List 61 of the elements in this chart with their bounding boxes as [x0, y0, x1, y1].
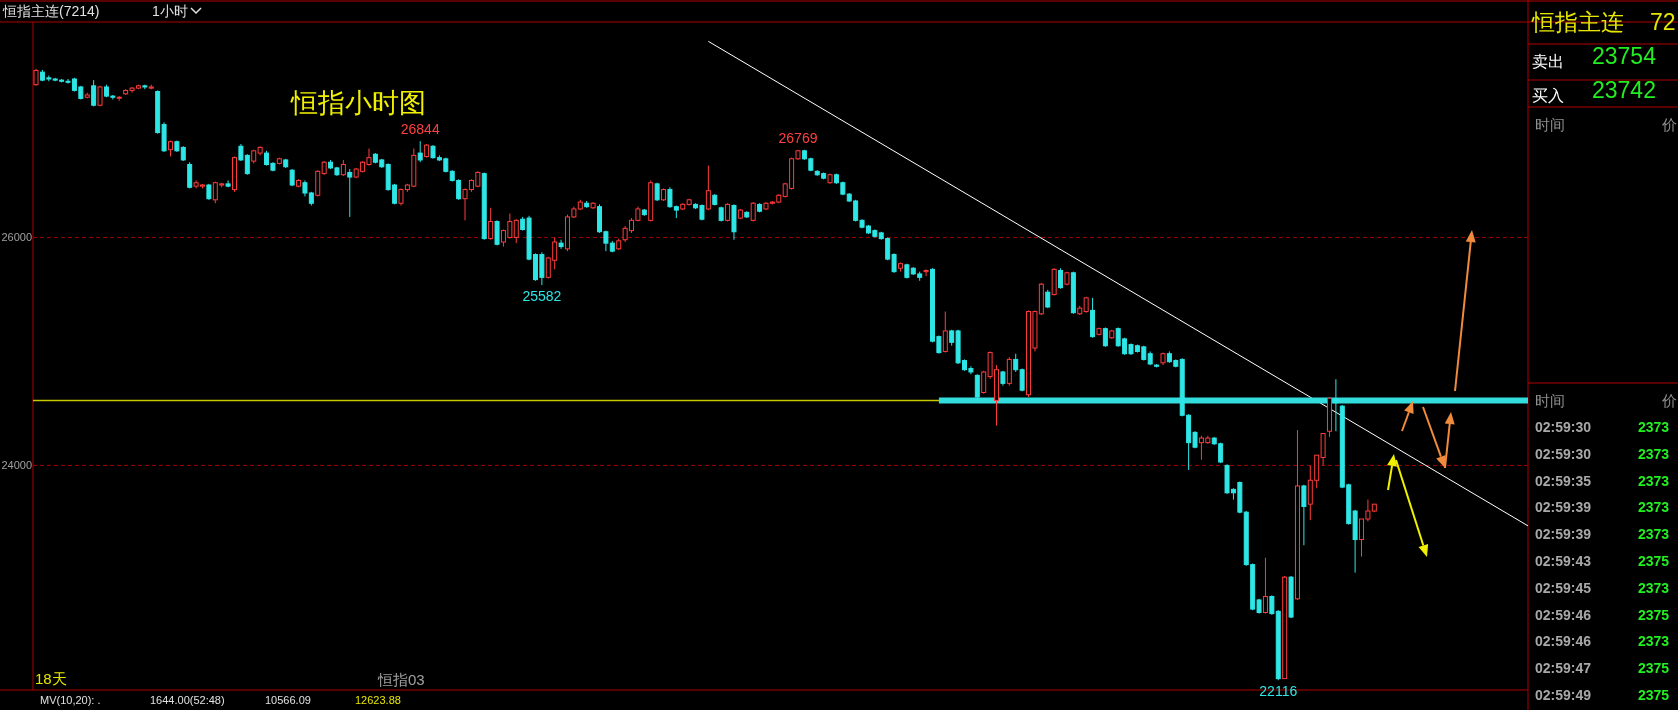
candlestick: [347, 168, 353, 218]
text: 2373: [1638, 419, 1670, 435]
candlestick: [1301, 484, 1307, 546]
text: 时间: [1535, 116, 1565, 133]
candlestick: [1006, 356, 1012, 387]
annotation: 恒指03: [377, 671, 425, 688]
text: 02:59:49: [1535, 687, 1592, 703]
candlestick: [91, 79, 97, 107]
text: 23742: [1592, 77, 1656, 103]
text: 恒指主连(7214): [2, 3, 100, 19]
text: 2373: [1638, 499, 1670, 516]
text: 02:59:43: [1535, 553, 1592, 569]
text: 1644.00(52:48): [150, 694, 225, 706]
text: 2375: [1638, 606, 1670, 623]
text: 卖出: [1532, 53, 1564, 70]
annotation: 26844: [400, 121, 440, 138]
text: 恒指小时图: [290, 88, 426, 118]
text: 时间: [1535, 392, 1565, 409]
text: 10566.09: [265, 694, 311, 706]
text: 02:59:45: [1535, 579, 1592, 596]
text: 23754: [1592, 43, 1657, 69]
y-tick-label: 26000: [1, 231, 32, 244]
text: 02:59:47: [1535, 660, 1592, 677]
text: 02:59:30: [1535, 445, 1592, 462]
text: 2373: [1638, 445, 1670, 462]
text: 12623.88: [355, 694, 401, 706]
text: 买入: [1532, 87, 1564, 104]
text: 恒指主连: [1531, 9, 1624, 35]
annotation: 22116: [1259, 683, 1298, 700]
candlestick: [187, 161, 193, 189]
text: 2373: [1638, 472, 1670, 489]
text: 2375: [1638, 553, 1670, 569]
text: 02:59:46: [1535, 633, 1592, 650]
y-tick-label: 24000: [1, 459, 32, 472]
text: 02:59:39: [1535, 499, 1592, 516]
candlestick: [1058, 267, 1064, 290]
text: 价: [1661, 116, 1677, 133]
candlestick: [705, 165, 711, 211]
text: 2373: [1638, 633, 1670, 650]
candlestick: [315, 169, 321, 197]
candlestick: [923, 268, 929, 277]
text: 2375: [1638, 660, 1670, 677]
text: 1小时: [152, 3, 188, 19]
text: 02:59:30: [1535, 419, 1592, 435]
text: 02:59:39: [1535, 526, 1592, 543]
candlestick: [494, 219, 500, 246]
candlestick: [1262, 557, 1268, 615]
candlestick: [417, 140, 423, 163]
text: 02:59:35: [1535, 472, 1592, 489]
text: 72: [1650, 9, 1676, 35]
text: 02:59:46: [1535, 606, 1592, 623]
annotation: 25582: [522, 288, 562, 305]
annotation: 18天: [35, 670, 67, 687]
candlestick: [942, 311, 948, 354]
text: 2375: [1638, 687, 1670, 703]
text: 2373: [1638, 526, 1670, 543]
candlestick: [488, 207, 494, 241]
annotation: 26769: [778, 129, 818, 146]
text: MV(10,20): .: [40, 694, 101, 706]
text: 价: [1661, 392, 1677, 409]
text: 2373: [1638, 579, 1670, 596]
